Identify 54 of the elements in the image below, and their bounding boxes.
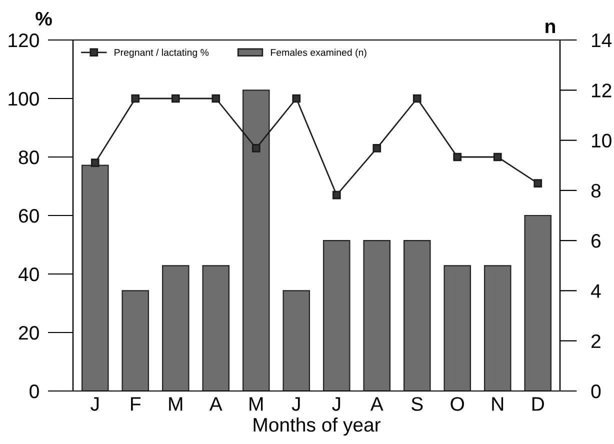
point: [412, 94, 422, 103]
x-tick-label: M: [169, 397, 182, 411]
bar: [322, 240, 350, 391]
y-tick-label: 60: [19, 208, 39, 223]
bar: [444, 265, 472, 391]
y-tick-label: 20: [19, 326, 39, 340]
y2-tick-label: 10: [592, 134, 612, 148]
y-tick-label: 120: [8, 33, 39, 48]
point: [372, 144, 382, 152]
x-tick-label: J: [292, 397, 300, 411]
point: [453, 152, 462, 162]
x-tick-label: A: [209, 397, 222, 411]
point: [171, 94, 180, 103]
y2-tick-label: 2: [592, 334, 600, 348]
bar: [484, 265, 512, 391]
bar: [122, 290, 150, 391]
legend-label: Females examined (n): [270, 48, 366, 58]
point: [493, 152, 502, 162]
y2-tick-label: 6: [592, 234, 601, 248]
x-tick-label: F: [131, 397, 141, 411]
point: [332, 190, 341, 200]
x-axis-title: Months of year: [254, 417, 380, 436]
y-tick-label: 40: [18, 267, 39, 282]
x-tick-label: A: [370, 397, 384, 411]
bar: [524, 214, 552, 391]
y-tick-label: 100: [8, 92, 39, 106]
x-tick-label: O: [450, 397, 464, 411]
x-tick-label: J: [90, 397, 99, 411]
y2-tick-label: 14: [592, 34, 612, 48]
point: [292, 94, 301, 103]
y-tick-label: 80: [18, 150, 39, 164]
legend-label: Pregnant / lactating %: [114, 48, 209, 58]
point: [534, 179, 542, 188]
x-tick-label: N: [492, 397, 504, 411]
point: [90, 158, 100, 168]
bar: [162, 265, 190, 391]
y2-axis-title: n: [546, 22, 555, 34]
y-tick-label: 0: [30, 384, 39, 398]
x-tick-label: S: [412, 397, 423, 411]
y2-tick-label: 8: [591, 184, 601, 198]
x-tick-label: M: [250, 397, 263, 411]
bar: [282, 290, 310, 391]
point: [131, 94, 140, 103]
y2-tick-label: 12: [592, 84, 612, 98]
bar: [403, 240, 431, 391]
x-tick-label: D: [532, 397, 544, 411]
y-axis-title: %: [36, 12, 52, 26]
y2-tick-label: 4: [591, 284, 601, 298]
y2-tick-label: 0: [591, 384, 601, 398]
bar: [202, 265, 230, 391]
x-tick-label: J: [332, 397, 340, 411]
point: [252, 144, 260, 152]
point: [212, 94, 220, 103]
bar: [363, 240, 391, 391]
